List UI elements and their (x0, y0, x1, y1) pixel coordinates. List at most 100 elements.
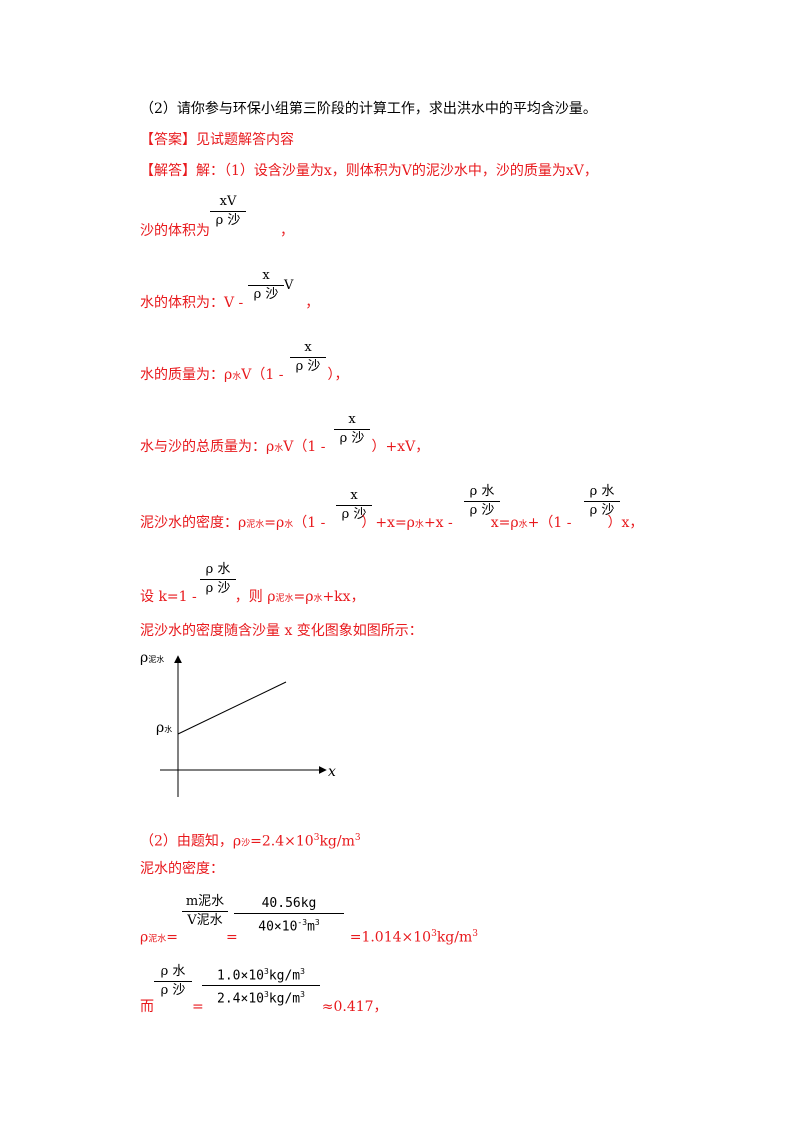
sub-mud-water: 泥水 (275, 594, 294, 604)
density-line: 泥沙水的密度：ρ泥水=ρ水（1 - ）+x=ρ水+x - x=ρ水+（1 - ）x， (140, 514, 643, 534)
water-mass-line: 水的质量为：ρ水V（1 - ）， (140, 366, 348, 386)
text: ）， (327, 367, 349, 383)
text: =2.4×10 (250, 833, 314, 850)
intercept-sub: 水 (164, 725, 173, 734)
fraction-bar (334, 429, 370, 430)
V-after-fraction: V (284, 278, 294, 293)
fraction-bar (200, 579, 236, 580)
answer-line: 【答案】见试题解答内容 (140, 131, 294, 149)
den-exp2: 3 (314, 918, 320, 927)
intercept-label: ρ水 (156, 720, 172, 736)
den-unit: m (307, 919, 315, 935)
numerator: xV (219, 194, 237, 209)
sub-water: 水 (518, 520, 528, 530)
sup: 3 (472, 929, 478, 939)
fraction-x-over-rho-sand-b: x ρ 沙 (290, 340, 326, 375)
sub-sand: 沙 (241, 838, 251, 849)
fraction-bar (464, 501, 500, 502)
text: 设 k=1 - (140, 589, 197, 605)
sup: 3 (354, 833, 361, 843)
text: 水的质量为：ρ (140, 367, 233, 383)
fraction-bar (202, 985, 320, 987)
text: kg/m (436, 929, 473, 946)
question-2: （2）请你参与环保小组第三阶段的计算工作，求出洪水中的平均含沙量。 (140, 101, 597, 117)
rho-mud-line: ρ泥水= = =1.014×103kg/m3 (140, 925, 478, 949)
denominator: ρ 沙 (205, 581, 231, 596)
den-text: 40×10 (258, 919, 298, 935)
num-unit: kg/m (268, 968, 301, 984)
sub-water: 水 (284, 520, 294, 530)
sand-volume-line: 沙的体积为 ， (140, 222, 294, 240)
den-text: 2.4×10 (217, 991, 264, 1007)
water-volume-label: 水的体积为：V - (140, 295, 244, 311)
text: ，则 ρ (234, 589, 276, 605)
numerator: 40.56kg (261, 896, 317, 911)
intercept-rho: ρ (156, 720, 165, 736)
den-exp2: 3 (300, 990, 305, 1000)
y-label-rho: ρ (140, 650, 149, 666)
denominator: V泥水 (187, 913, 223, 928)
numerator: ρ 水 (205, 562, 231, 577)
fraction-bar (182, 911, 228, 912)
num-text: 1.0×10 (217, 968, 264, 984)
denominator: ρ 沙 (341, 507, 367, 522)
text: （2）由题知，ρ (140, 833, 242, 850)
sub-water: 水 (274, 444, 284, 454)
denominator: 2.4×103kg/m3 (202, 987, 320, 1007)
den-unit: kg/m (268, 991, 301, 1007)
comma: ， (280, 223, 294, 239)
density-line-plot (177, 681, 287, 735)
text: 泥沙水的密度：ρ (140, 515, 247, 531)
fraction-m-over-V: m泥水 V泥水 (182, 894, 228, 929)
solution-text: 解：（1）设含沙量为x，则体积为V的泥沙水中，沙的质量为xV， (196, 163, 598, 179)
solution-line: 【解答】解：（1）设含沙量为x，则体积为V的泥沙水中，沙的质量为xV， (140, 162, 598, 180)
numerator: x (262, 268, 270, 283)
sub-water: 水 (313, 594, 323, 604)
sup: 3 (313, 833, 320, 843)
text: ）+xV， (371, 439, 430, 455)
text: 水与沙的总质量为：ρ (140, 439, 275, 455)
sub-water: 水 (232, 372, 242, 382)
text: ）x， (607, 515, 644, 531)
fraction-rho-water-over-rho-sand-c: ρ 水 ρ 沙 (200, 562, 236, 597)
num-exp2: 3 (300, 967, 305, 976)
num-exp: 3 (264, 967, 269, 976)
fraction-x-over-rho-sand-a: x ρ 沙 (248, 268, 284, 303)
sub-mud-water: 泥水 (246, 520, 265, 530)
fraction-bar (210, 211, 246, 212)
text: +x - (423, 515, 453, 531)
den-exp: 3 (264, 990, 269, 1000)
fraction-bar (290, 357, 326, 358)
graph-caption: 泥沙水的密度随含沙量 x 变化图象如图所示： (140, 623, 423, 639)
text: （1 - (293, 515, 326, 531)
sup: 3 (431, 929, 437, 939)
denominator: ρ 沙 (339, 431, 365, 446)
ratio-line: 而 = ≈0.417， (140, 998, 388, 1016)
fraction-rho-water-over-rho-sand-d: ρ 水 ρ 沙 (154, 964, 192, 999)
answer-text: 见试题解答内容 (196, 132, 294, 148)
den-exp: -3 (297, 918, 308, 927)
denominator: ρ 沙 (589, 503, 615, 518)
fraction-bar (584, 501, 620, 502)
fraction-density-values: 1.0×103kg/m3 2.4×103kg/m3 (202, 964, 320, 1008)
text: = (166, 929, 178, 946)
fraction-bar (154, 981, 192, 982)
fraction-x-over-rho-sand-c: x ρ 沙 (334, 412, 370, 447)
y-label-sub: 泥水 (148, 655, 165, 664)
denominator: ρ 沙 (469, 503, 495, 518)
text: ρ (140, 929, 149, 946)
numerator: ρ 水 (469, 484, 495, 499)
text: V（1 - (241, 367, 284, 383)
text: ）+x=ρ (361, 515, 415, 531)
numerator: ρ 水 (160, 964, 186, 979)
denominator: ρ 沙 (253, 287, 279, 302)
sub-water: 水 (414, 520, 424, 530)
numerator: m泥水 (185, 894, 225, 909)
text: 而 (140, 999, 154, 1015)
x-axis-label: x (328, 764, 336, 780)
water-volume-line: 水的体积为：V - ， (140, 294, 319, 312)
text: +kx， (322, 589, 365, 605)
part2-line: （2）由题知，ρ沙=2.4×103kg/m3 (140, 829, 361, 853)
denominator: ρ 沙 (295, 359, 321, 374)
text: +（1 - (527, 515, 572, 531)
